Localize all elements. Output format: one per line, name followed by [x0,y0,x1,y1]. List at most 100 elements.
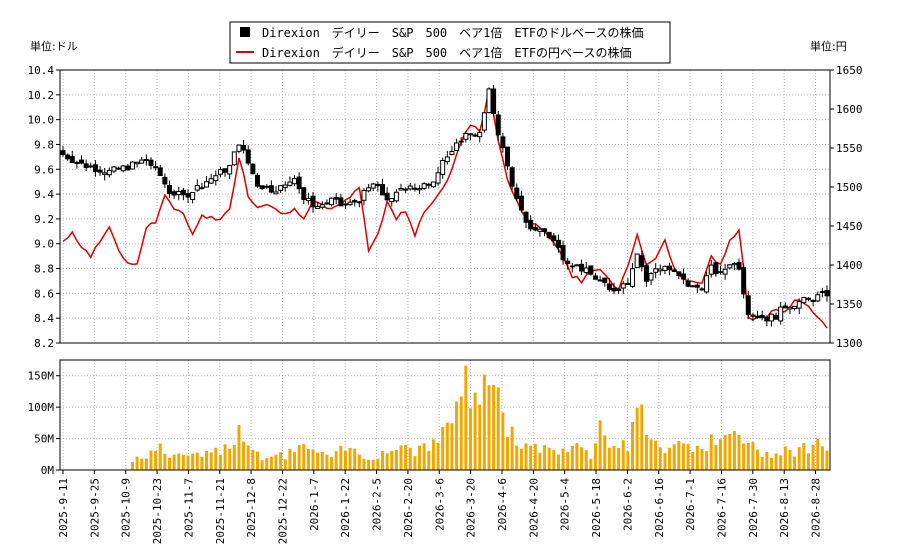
candle-body [477,131,483,138]
volume-bar [371,459,375,470]
volume-bar [334,451,338,470]
volume-bar [399,445,403,470]
candle-body [74,161,80,164]
volume-bar [130,462,134,470]
volume-bar [283,459,287,470]
candle-body [250,163,256,175]
left-tick-label: 10.0 [28,114,55,127]
x-tick-label: 2026-5-4 [559,478,572,531]
candle-body [454,142,460,151]
candle-body [143,159,149,162]
candle-body [810,300,816,303]
candle-body [190,191,196,200]
candle-body [565,260,571,265]
candle-body [444,156,450,163]
volume-bar [214,447,218,470]
candle-body [449,151,455,156]
candle-body [750,314,756,317]
volume-bar [218,455,222,470]
volume-bar [742,443,746,470]
volume-bar [524,443,528,470]
candle-body [259,185,265,190]
candle-body [157,167,163,177]
volume-bar [200,456,204,470]
candle-body [569,265,575,268]
volume-bar [473,392,477,470]
volume-bar [339,445,343,470]
candle-body [745,295,751,315]
candle-body [639,255,645,268]
volume-bar [626,451,630,470]
right-tick-label: 1600 [836,103,863,116]
volume-bar [779,455,783,470]
candle-body [792,305,798,309]
volume-bar [450,423,454,470]
candle-body [421,183,427,189]
candle-body [481,112,487,131]
left-tick-label: 8.4 [34,312,54,325]
x-tick-label: 2026-3-20 [465,478,478,538]
volume-bar [380,451,384,470]
candle-body [292,178,298,185]
volume-bar [427,450,431,470]
left-tick-label: 9.6 [34,163,54,176]
candle-body [384,192,390,201]
volume-bar [288,448,292,470]
candle-body [694,284,700,288]
volume-bar [441,427,445,470]
volume-bar [311,449,315,470]
candle-body [398,188,404,191]
volume-bar [343,450,347,470]
candle-body [245,149,251,164]
candle-body [583,267,589,274]
candle-body [592,275,598,280]
candle-body [116,167,122,170]
volume-bar [566,452,570,470]
volume-bar [649,439,653,470]
volume-bar [811,444,815,470]
candle-body [736,261,742,270]
volume-bar [306,449,310,470]
candle-body [824,290,830,297]
volume-bar [302,444,306,470]
volume-bar [714,445,718,470]
price-panel: 8.28.48.68.89.09.29.49.69.810.010.210.4 … [28,64,863,350]
candle-body [315,206,321,209]
candle-body [370,183,376,189]
candle-body [65,154,71,160]
candle-body [430,181,436,188]
x-tick-label: 2025-12-8 [245,478,258,538]
volume-bar [816,438,820,470]
x-tick-label: 2025-10-23 [151,478,164,544]
candle-body [305,198,311,202]
candle-body [542,228,548,233]
volume-bar [376,458,380,470]
volume-bar [802,442,806,470]
candle-body [467,133,473,136]
volume-bar [617,448,621,470]
x-tick-label: 2026-1-7 [308,478,321,531]
volume-bar [519,448,523,470]
candle-body [231,151,237,166]
volume-bar [533,443,537,470]
volume-bar [756,449,760,470]
candle-body [393,191,399,202]
candle-body [787,306,793,310]
left-tick-label: 9.8 [34,138,54,151]
candle-body [819,291,825,294]
volume-bar [556,454,560,470]
candle-body [796,301,802,309]
volume-bar [820,446,824,470]
candle-body [222,168,228,173]
volume-bar [584,450,588,470]
volume-bar [732,431,736,470]
volume-bar [529,445,533,470]
volume-bar [501,412,505,470]
candle-body [662,265,668,272]
candle-body [514,187,520,199]
candle-body [759,314,765,319]
candle-body [342,203,348,206]
volume-bar [492,384,496,470]
volume-bar [561,448,565,470]
volume-bar [408,447,412,470]
